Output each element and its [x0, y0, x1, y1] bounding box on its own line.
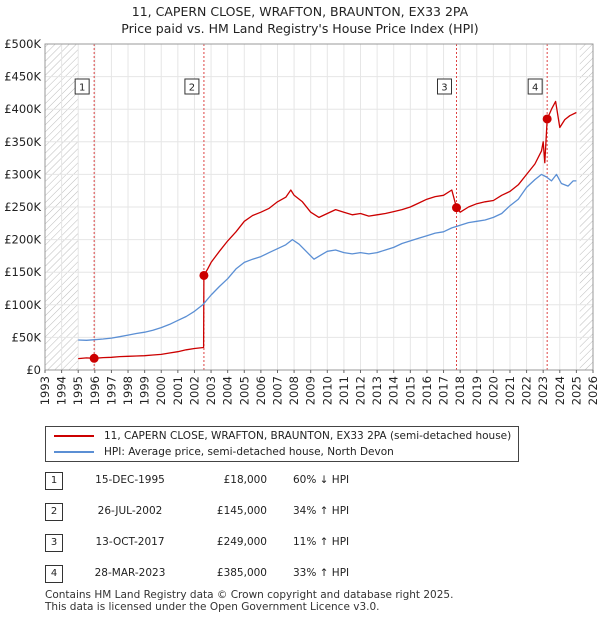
x-tick-label: 1995 [71, 376, 85, 405]
x-tick-label: 2004 [221, 376, 235, 405]
legend-item-hpi: HPI: Average price, semi-detached house,… [54, 444, 394, 460]
legend: 11, CAPERN CLOSE, WRAFTON, BRAUNTON, EX3… [45, 426, 519, 462]
legend-swatch-blue [54, 451, 94, 453]
series-line-price-paid [78, 100, 577, 360]
footer-line-copyright: Contains HM Land Registry data © Crown c… [45, 589, 454, 601]
y-tick-label: £350K [4, 135, 41, 149]
sale-date: 13-OCT-2017 [95, 536, 165, 548]
sale-hpi-diff: 34% ↑ HPI [293, 505, 350, 517]
sale-label-number: 1 [79, 83, 85, 94]
series-line-hpi [78, 173, 577, 341]
x-tick-label: 1993 [38, 376, 52, 405]
sale-label-number: 2 [189, 83, 195, 94]
x-tick-label: 2026 [586, 376, 600, 405]
sale-row: 3 13-OCT-2017 £249,000 11% ↑ HPI [45, 534, 465, 552]
sale-number-badge: 2 [45, 503, 63, 521]
x-tick-label: 2019 [470, 376, 484, 405]
x-tick-label: 2007 [270, 376, 284, 405]
y-tick-label: £400K [4, 102, 41, 116]
x-tick-label: 2010 [320, 376, 334, 405]
x-tick-label: 1999 [138, 376, 152, 405]
sale-row: 1 15-DEC-1995 £18,000 60% ↓ HPI [45, 472, 465, 490]
x-tick-label: 2018 [453, 376, 467, 405]
x-tick-label: 2022 [520, 376, 534, 405]
x-tick-label: 1996 [88, 376, 102, 405]
sale-label-box [436, 78, 452, 95]
x-tick-label: 2003 [204, 376, 218, 405]
x-tick-label: 2025 [569, 376, 583, 405]
sale-label-box [184, 78, 200, 95]
sale-number-badge: 4 [45, 565, 63, 583]
sale-label-number: 3 [441, 83, 447, 94]
x-tick-label: 2014 [387, 376, 401, 405]
sale-price: £385,000 [216, 567, 267, 579]
x-tick-label: 2006 [254, 376, 268, 405]
x-tick-label: 2021 [503, 376, 517, 405]
x-tick-label: 2020 [486, 376, 500, 405]
sale-date: 15-DEC-1995 [95, 474, 165, 486]
sale-hpi-diff: 33% ↑ HPI [293, 567, 350, 579]
x-tick-label: 2023 [536, 376, 550, 405]
y-tick-label: £250K [4, 200, 41, 214]
sale-hpi-diff: 11% ↑ HPI [293, 536, 350, 548]
legend-label-hpi: HPI: Average price, semi-detached house,… [104, 446, 394, 458]
legend-swatch-red [54, 435, 94, 437]
y-tick-label: £100K [4, 298, 41, 312]
sale-price: £249,000 [216, 536, 267, 548]
sale-number-badge: 3 [45, 534, 63, 552]
x-tick-label: 2016 [420, 376, 434, 405]
sale-row: 4 28-MAR-2023 £385,000 33% ↑ HPI [45, 565, 465, 583]
sale-hpi-diff: 60% ↓ HPI [293, 474, 350, 486]
sale-point [451, 203, 461, 213]
x-tick-label: 2013 [370, 376, 384, 405]
x-tick-label: 2008 [287, 376, 301, 405]
sale-point [89, 353, 99, 363]
x-tick-label: 2015 [403, 376, 417, 405]
sale-date: 26-JUL-2002 [97, 505, 163, 517]
x-tick-label: 2009 [304, 376, 318, 405]
x-tick-label: 2000 [154, 376, 168, 405]
x-tick-label: 2001 [171, 376, 185, 405]
x-tick-label: 2005 [237, 376, 251, 405]
sale-point [542, 114, 552, 124]
y-tick-label: £150K [4, 265, 41, 279]
x-tick-label: 1994 [55, 376, 69, 405]
footer-notice: Contains HM Land Registry data © Crown c… [45, 589, 453, 613]
y-tick-label: £200K [4, 233, 41, 247]
price-chart: 1 2 3 4 £0 £50K £100K £150K £200K £250K £300K £350… [4, 37, 600, 405]
chart-title-line2: Price paid vs. HM Land Registry's House … [121, 21, 479, 36]
y-tick-label: £500K [4, 37, 41, 51]
x-tick-label: 2017 [437, 376, 451, 405]
y-tick-label: £0 [26, 363, 41, 377]
legend-label-price-paid: 11, CAPERN CLOSE, WRAFTON, BRAUNTON, EX3… [104, 430, 512, 442]
y-tick-label: £50K [12, 330, 42, 344]
x-tick-label: 2024 [553, 376, 567, 405]
sale-row: 2 26-JUL-2002 £145,000 34% ↑ HPI [45, 503, 465, 521]
sale-date: 28-MAR-2023 [94, 567, 166, 579]
sale-point [199, 270, 209, 280]
legend-item-price-paid: 11, CAPERN CLOSE, WRAFTON, BRAUNTON, EX3… [54, 428, 511, 444]
x-tick-label: 1997 [104, 376, 118, 405]
y-tick-label: £450K [4, 70, 41, 84]
y-tick-label: £300K [4, 167, 41, 181]
sale-label-number: 4 [532, 83, 538, 94]
x-tick-label: 1998 [121, 376, 135, 405]
plot-frame [44, 43, 594, 371]
x-tick-label: 2011 [337, 376, 351, 405]
x-tick-label: 2012 [354, 376, 368, 405]
sale-number-badge: 1 [45, 472, 63, 490]
sale-price: £18,000 [223, 474, 267, 486]
sale-label-box [74, 78, 90, 95]
sale-price: £145,000 [216, 505, 267, 517]
x-tick-label: 2002 [187, 376, 201, 405]
chart-title-line1: 11, CAPERN CLOSE, WRAFTON, BRAUNTON, EX3… [131, 4, 469, 19]
footer-line-licence: This data is licensed under the Open Gov… [45, 601, 380, 613]
sale-label-box [527, 78, 543, 95]
